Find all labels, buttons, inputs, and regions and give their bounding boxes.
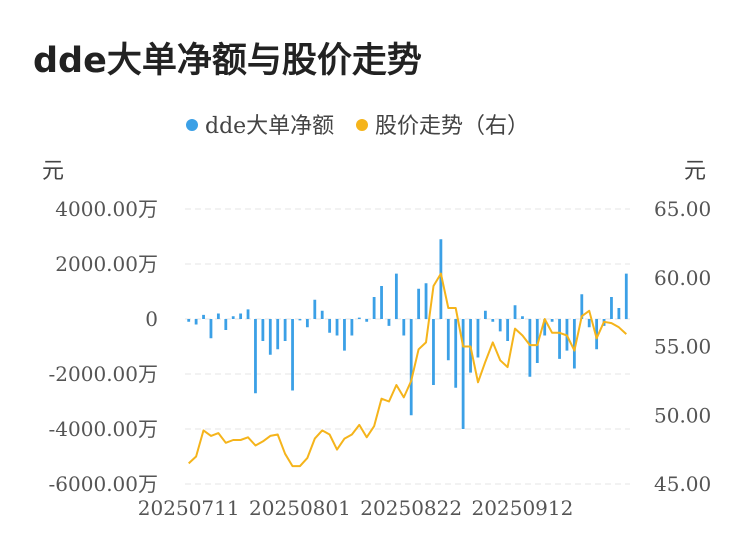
bar <box>380 286 383 319</box>
x-tick-label: 20250912 <box>472 496 574 520</box>
left-tick-label: 0 <box>145 307 158 331</box>
bar <box>528 319 532 377</box>
bar <box>558 319 561 359</box>
bar <box>513 305 517 319</box>
bar <box>365 319 369 322</box>
left-tick-label: 2000.00万 <box>55 252 158 276</box>
x-tick-label: 20250801 <box>249 496 351 520</box>
right-axis-unit: 元 <box>684 159 706 184</box>
bar <box>283 319 287 341</box>
x-axis: 20250711 20250801 20250822 20250912 <box>138 496 574 520</box>
bar <box>624 273 628 319</box>
bar <box>298 319 302 321</box>
bar <box>313 299 317 319</box>
bar <box>491 319 495 322</box>
price-line <box>188 272 627 468</box>
bar <box>550 319 554 322</box>
bar <box>580 294 584 319</box>
right-tick-label: 45.00 <box>654 472 711 496</box>
left-axis: 4000.00万 2000.00万 0 -2000.00万 -4000.00万 -6000… <box>49 197 158 496</box>
bar <box>476 319 480 358</box>
bar <box>587 319 591 328</box>
bar <box>506 319 510 341</box>
bar <box>224 319 228 330</box>
right-tick-label: 55.00 <box>654 335 711 359</box>
bar <box>202 314 205 319</box>
bar <box>535 319 539 363</box>
bar <box>417 288 421 319</box>
bar <box>394 273 398 319</box>
left-tick-label: 4000.00万 <box>55 197 158 221</box>
bar <box>239 313 243 319</box>
right-axis: 65.00 60.00 55.00 50.00 45.00 <box>654 197 711 496</box>
legend-label-price: 股价走势（右） <box>375 114 529 139</box>
bar <box>343 319 346 351</box>
bar <box>328 319 332 333</box>
right-tick-label: 60.00 <box>654 266 711 290</box>
bar <box>187 319 191 322</box>
bar <box>350 319 354 336</box>
bar <box>595 319 599 350</box>
x-tick-label: 20250711 <box>138 496 240 520</box>
bar <box>194 319 198 325</box>
bar <box>261 319 265 341</box>
bar <box>305 319 309 328</box>
bar <box>216 313 220 319</box>
bar <box>409 319 413 416</box>
bar <box>387 319 391 326</box>
bar <box>432 319 435 385</box>
bar <box>461 319 465 429</box>
right-tick-label: 50.00 <box>654 403 711 427</box>
chart-title: dde大单净额与股价走势 <box>33 41 422 81</box>
left-axis-unit: 元 <box>42 159 64 184</box>
bar <box>276 319 280 350</box>
bar <box>617 308 621 319</box>
left-tick-label: -2000.00万 <box>49 362 158 386</box>
bar <box>454 319 458 388</box>
bar <box>572 319 576 369</box>
legend-marker-dde <box>186 119 198 131</box>
left-tick-label: -6000.00万 <box>49 472 158 496</box>
bar <box>402 319 406 336</box>
right-tick-label: 65.00 <box>654 197 711 221</box>
bar <box>291 319 294 391</box>
bar <box>483 310 487 319</box>
bar <box>209 319 213 339</box>
bar <box>246 309 250 319</box>
x-tick-label: 20250822 <box>360 496 462 520</box>
bar <box>439 239 443 319</box>
bar <box>268 319 272 355</box>
legend-marker-price <box>356 119 368 131</box>
bar <box>424 283 428 319</box>
legend: dde大单净额 股价走势（右） <box>186 114 529 139</box>
legend-label-dde: dde大单净额 <box>205 114 334 139</box>
bar <box>357 317 361 319</box>
left-tick-label: -4000.00万 <box>49 417 158 441</box>
grid <box>185 208 630 485</box>
bar <box>610 297 613 319</box>
line-series <box>188 272 627 468</box>
bar <box>543 319 547 336</box>
bar <box>254 319 257 394</box>
bar <box>372 297 376 319</box>
bar <box>320 310 324 319</box>
bar <box>335 319 339 336</box>
bar <box>231 316 235 319</box>
bar <box>498 319 502 332</box>
bar <box>521 316 524 319</box>
bar <box>446 319 450 361</box>
